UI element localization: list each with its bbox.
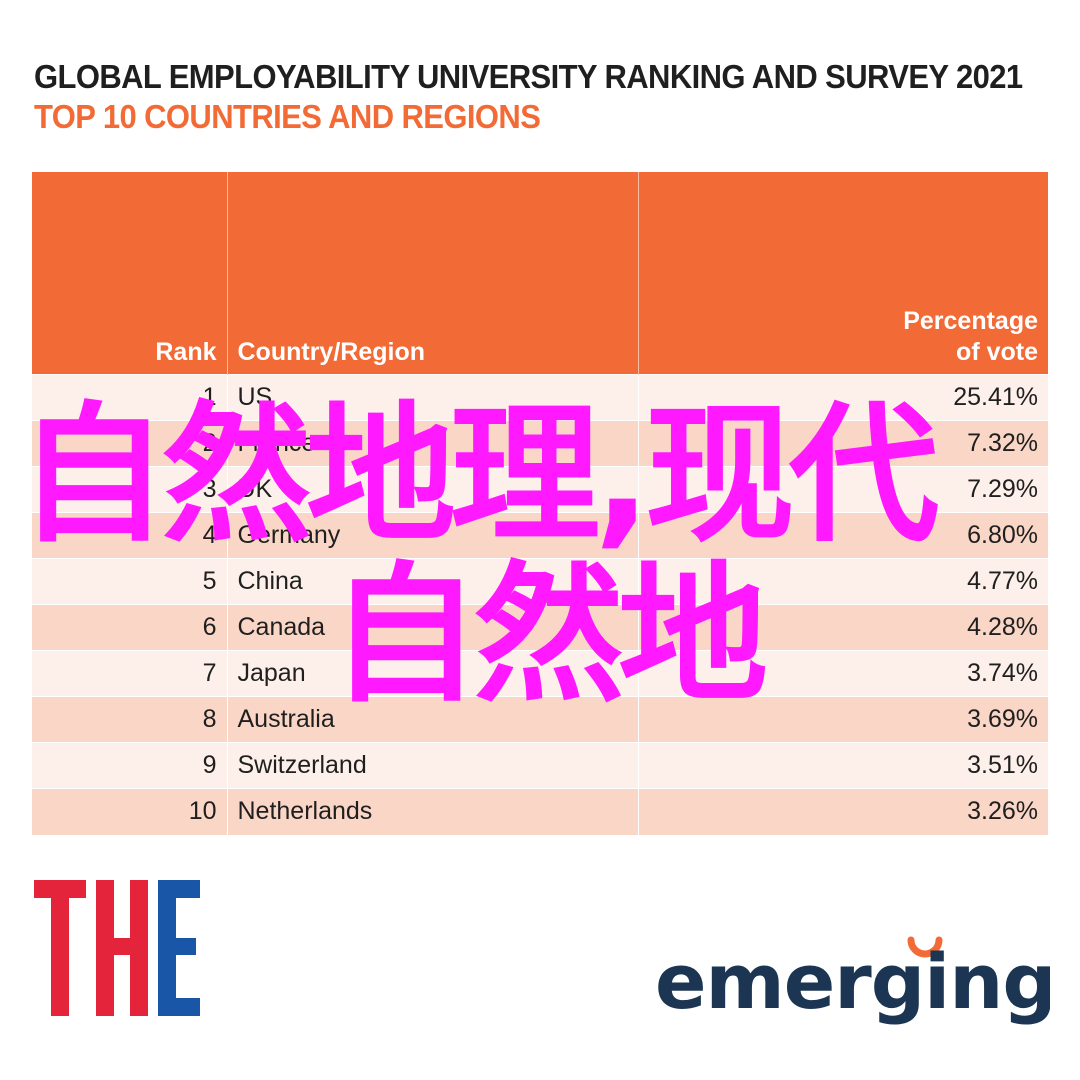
cell-percentage: 7.32%	[638, 420, 1048, 467]
emerging-logo-wordmark: emerging	[655, 937, 1050, 1026]
table-header-row: Rank Country/Region Percentage of vote	[32, 172, 1048, 375]
the-logo	[34, 880, 200, 1016]
cell-percentage: 3.26%	[638, 788, 1048, 835]
cell-rank: 8	[32, 696, 228, 743]
cell-country: US	[227, 374, 639, 421]
cell-country: Germany	[227, 512, 639, 559]
table-row: 6 Canada 4.28%	[32, 604, 1048, 651]
cell-percentage: 7.29%	[638, 466, 1048, 513]
cell-country: France	[227, 420, 639, 467]
cell-rank: 10	[32, 788, 228, 835]
cell-rank: 2	[32, 420, 228, 467]
the-logo-t-stem	[51, 880, 69, 1016]
cell-country: Switzerland	[227, 742, 639, 789]
the-logo-e-bottom	[158, 998, 200, 1016]
table-row: 1 US 25.41%	[32, 374, 1048, 421]
cell-rank: 4	[32, 512, 228, 559]
cell-percentage: 3.51%	[638, 742, 1048, 789]
table-body: 1 US 25.41% 2 France 7.32% 3 UK 7.29% 4 Germany 6.8…	[32, 374, 1048, 835]
chart-subtitle: TOP 10 COUNTRIES AND REGIONS	[34, 98, 541, 136]
emerging-logo-arc	[907, 936, 943, 958]
table-row: 9 Switzerland 3.51%	[32, 742, 1048, 789]
cell-percentage: 3.69%	[638, 696, 1048, 743]
cell-rank: 9	[32, 742, 228, 789]
table-row: 8 Australia 3.69%	[32, 696, 1048, 743]
column-header-percentage-line2: of vote	[956, 338, 1038, 366]
cell-percentage: 3.74%	[638, 650, 1048, 697]
cell-country: Canada	[227, 604, 639, 651]
cell-percentage: 4.77%	[638, 558, 1048, 605]
the-logo-e-top	[158, 880, 200, 898]
cell-rank: 6	[32, 604, 228, 651]
cell-percentage: 4.28%	[638, 604, 1048, 651]
table-row: 4 Germany 6.80%	[32, 512, 1048, 559]
column-header-percentage-line1: Percentage	[903, 307, 1038, 335]
column-header-rank: Rank	[32, 172, 228, 375]
ranking-table-container: Rank Country/Region Percentage of vote 1…	[32, 172, 1048, 835]
cell-country: Japan	[227, 650, 639, 697]
cell-percentage: 6.80%	[638, 512, 1048, 559]
cell-rank: 5	[32, 558, 228, 605]
cell-rank: 1	[32, 374, 228, 421]
cell-country: Australia	[227, 696, 639, 743]
table-row: 7 Japan 3.74%	[32, 650, 1048, 697]
cell-country: China	[227, 558, 639, 605]
table-row: 10 Netherlands 3.26%	[32, 788, 1048, 835]
ranking-table: Rank Country/Region Percentage of vote 1…	[32, 172, 1048, 835]
table-row: 2 France 7.32%	[32, 420, 1048, 467]
the-logo-e-mid	[158, 938, 196, 955]
emerging-logo: emerging	[655, 936, 1050, 1026]
table-row: 5 China 4.77%	[32, 558, 1048, 605]
chart-title: GLOBAL EMPLOYABILITY UNIVERSITY RANKING …	[34, 58, 1023, 96]
column-header-percentage: Percentage of vote	[638, 172, 1048, 375]
cell-percentage: 25.41%	[638, 374, 1048, 421]
cell-country: UK	[227, 466, 639, 513]
cell-rank: 7	[32, 650, 228, 697]
column-header-country: Country/Region	[227, 172, 639, 375]
cell-rank: 3	[32, 466, 228, 513]
table-row: 3 UK 7.29%	[32, 466, 1048, 513]
the-logo-h-bar	[96, 938, 148, 955]
cell-country: Netherlands	[227, 788, 639, 835]
